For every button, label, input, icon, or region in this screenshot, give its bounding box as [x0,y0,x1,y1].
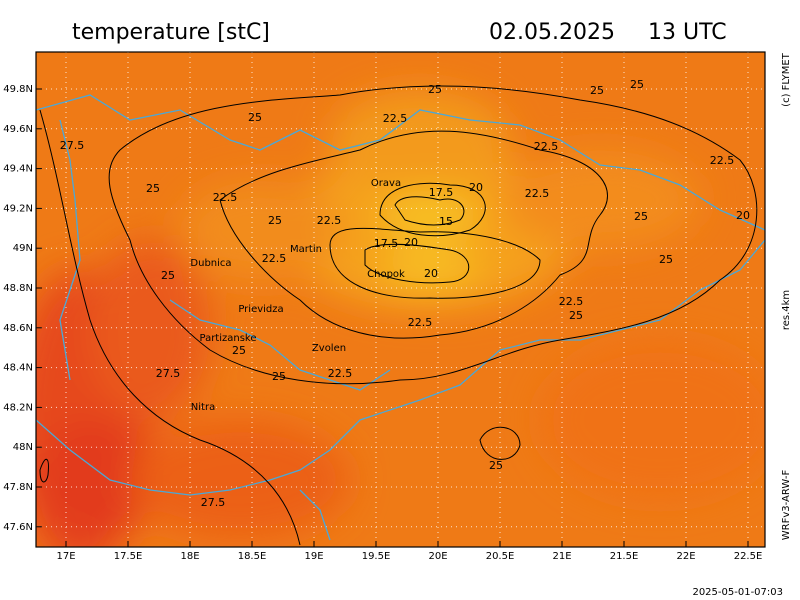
contour-label: 22.5 [317,214,342,227]
contour-label: 27.5 [60,139,85,152]
contour-label: 25 [161,269,175,282]
lon-label: 19E [304,551,323,562]
contour-label: 17.5 [374,237,399,250]
lat-label: 48.2N [3,402,33,413]
contour-label: 25 [489,459,503,472]
contour-label: 25 [146,182,160,195]
lat-label: 48.8N [3,283,33,294]
contour-label: 27.5 [156,367,181,380]
copyright: (c) FLYMET [781,52,792,107]
lat-label: 49.6N [3,124,33,135]
contour-label: 22.5 [262,252,287,265]
lat-label: 48.4N [3,363,33,374]
resolution: res.4km [781,290,792,330]
place: Orava [371,178,401,189]
contour-label: 27.5 [201,496,226,509]
axes: 17E 17.5E 18E 18.5E 19E 19.5E 20E 20.5E 21E 21.5E… [3,84,762,562]
title: temperature [stC] [72,20,270,45]
contour-label: 20 [424,267,438,280]
contour-label: 22.5 [534,140,559,153]
contour-label: 25 [248,111,262,124]
contour-label: 25 [659,253,673,266]
contour-label: 25 [232,344,246,357]
lat-label: 47.8N [3,482,33,493]
place: Zvolen [312,343,346,354]
timestamp: 2025-05-01-07:03 [692,587,783,598]
contour-label: 25 [569,309,583,322]
contour-label: 15 [439,215,453,228]
lat-label: 49.4N [3,164,33,175]
lon-label: 20.5E [486,551,515,562]
contour-label: 22.5 [213,191,238,204]
contour-label: 22.5 [408,316,433,329]
date: 02.05.2025 [489,20,615,45]
contour-label: 25 [630,78,644,91]
contour-label: 25 [268,214,282,227]
map-frame [35,51,766,548]
contour-label: 20 [469,181,483,194]
places: Orava Dubnica Martin Chopok Prievidza Pa… [190,178,405,413]
lon-label: 17.5E [114,551,143,562]
place: Prievidza [238,304,283,315]
lat-label: 47.6N [3,522,33,533]
contour-label: 25 [590,84,604,97]
place: Chopok [367,269,405,280]
lat-label: 49.2N [3,203,33,214]
lat-label: 48N [13,442,33,453]
lat-label: 49.8N [3,84,33,95]
contour-label: 20 [736,209,750,222]
lon-label: 20E [428,551,447,562]
place: Nitra [191,402,215,413]
contour-label: 22.5 [328,367,353,380]
time: 13 UTC [648,20,727,45]
lon-label: 19.5E [362,551,391,562]
lon-label: 21E [552,551,571,562]
lon-label: 18E [180,551,199,562]
lon-label: 22.5E [734,551,763,562]
place: Martin [290,244,322,255]
contour-label: 22.5 [710,154,735,167]
lon-label: 17E [56,551,75,562]
lon-label: 18.5E [238,551,267,562]
contour-label: 25 [272,370,286,383]
contour-label: 22.5 [383,112,408,125]
lat-label: 49N [13,243,33,254]
lat-label: 48.6N [3,323,33,334]
map-field [36,52,765,547]
place: Partizanske [199,333,256,344]
contour-label: 25 [428,83,442,96]
contour-label: 17.5 [429,186,454,199]
place: Dubnica [190,258,231,269]
contour-label: 22.5 [559,295,584,308]
lon-label: 22E [676,551,695,562]
model: WRFv3-ARW-F [781,470,792,541]
contour-label: 22.5 [525,187,550,200]
contour-label: 20 [404,236,418,249]
contour-label: 25 [634,210,648,223]
lon-label: 21.5E [610,551,639,562]
